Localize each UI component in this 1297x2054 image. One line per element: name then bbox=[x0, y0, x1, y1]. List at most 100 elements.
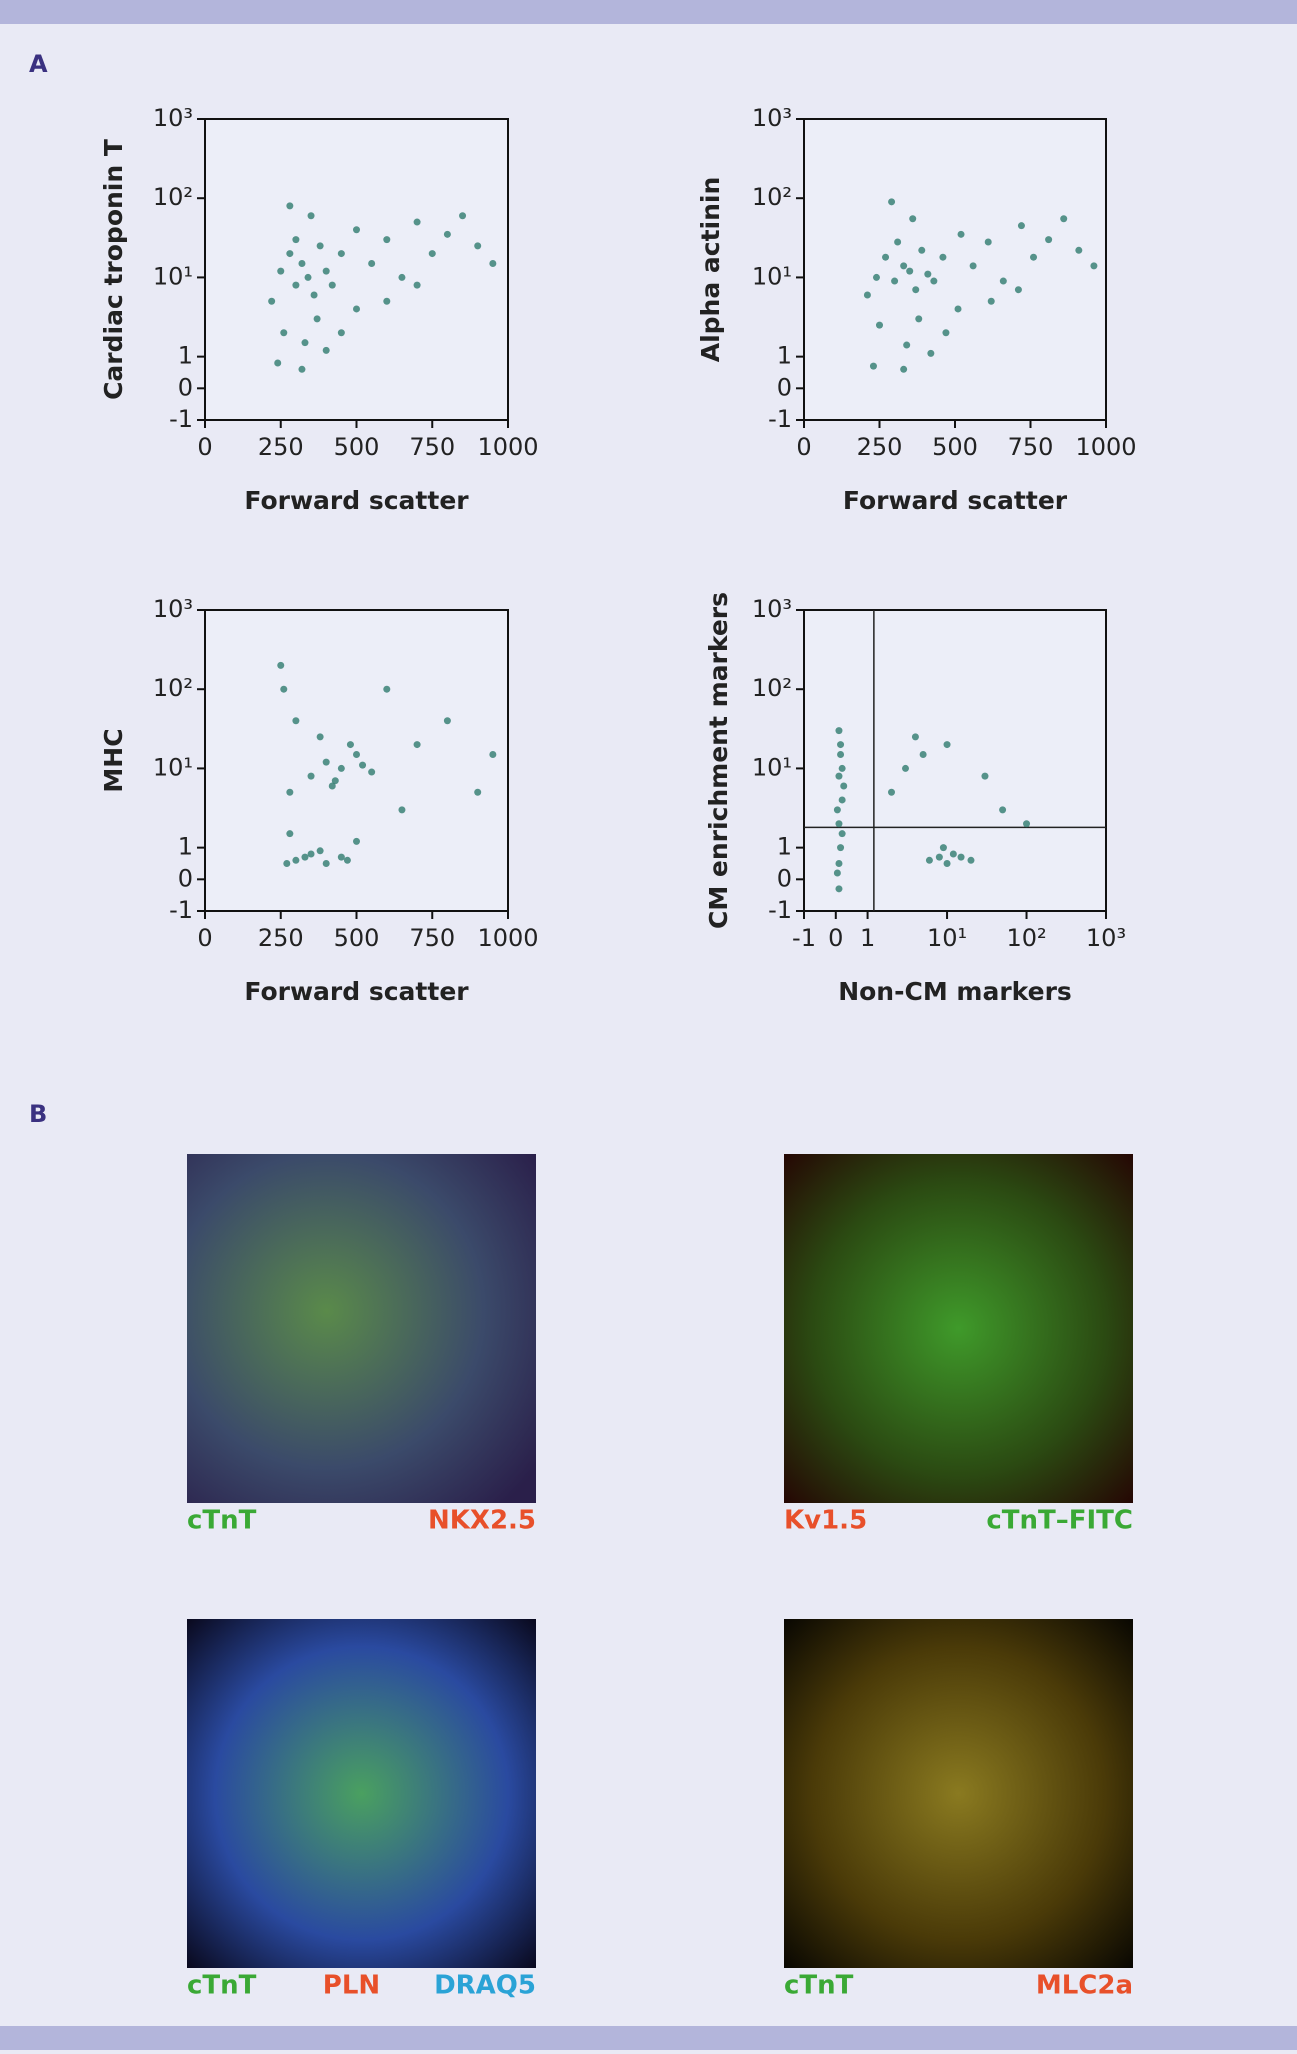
event-dot bbox=[957, 230, 965, 238]
plot-area bbox=[803, 609, 1107, 912]
event-dot bbox=[888, 788, 896, 796]
event-dot bbox=[911, 733, 919, 741]
event-dot bbox=[322, 267, 330, 275]
event-dot bbox=[949, 850, 957, 858]
event-dot bbox=[930, 277, 938, 285]
plot-area bbox=[204, 609, 509, 912]
event-dot bbox=[903, 341, 911, 349]
event-dot bbox=[474, 788, 482, 796]
event-dot bbox=[969, 262, 977, 270]
event-dot bbox=[274, 359, 282, 367]
x-tick-label: 1 bbox=[860, 924, 875, 952]
event-dot bbox=[413, 218, 421, 226]
event-dot bbox=[927, 349, 935, 357]
event-dot bbox=[1023, 820, 1031, 828]
event-dot bbox=[322, 346, 330, 354]
x-tick-label: 0 bbox=[796, 433, 811, 461]
event-dot bbox=[280, 685, 288, 693]
caption: NKX2.5 bbox=[428, 1506, 536, 1536]
event-dot bbox=[838, 764, 846, 772]
y-tick-label: 0 bbox=[777, 373, 792, 401]
event-dot bbox=[915, 315, 923, 323]
event-dot bbox=[1075, 246, 1083, 254]
event-dot bbox=[901, 764, 909, 772]
event-dot bbox=[368, 768, 376, 776]
event-dot bbox=[337, 853, 345, 861]
event-dot bbox=[346, 741, 354, 749]
micrograph bbox=[784, 1619, 1133, 1968]
x-tick-label: 250 bbox=[857, 433, 903, 461]
event-dot bbox=[1014, 286, 1022, 294]
caption: PLN bbox=[323, 1971, 380, 2001]
event-dot bbox=[353, 750, 360, 758]
event-dot bbox=[888, 198, 896, 206]
x-tick-label: 1000 bbox=[1075, 433, 1136, 461]
event-dot bbox=[310, 291, 318, 299]
event-dot bbox=[292, 856, 300, 864]
event-dot bbox=[322, 859, 330, 867]
event-dot bbox=[413, 741, 421, 749]
event-dot bbox=[343, 856, 351, 864]
x-tick-label: 500 bbox=[334, 924, 380, 952]
x-tick-label: 10³ bbox=[1086, 924, 1126, 952]
x-tick-label: 500 bbox=[932, 433, 978, 461]
event-dot bbox=[900, 365, 908, 373]
y-axis-title: CM enrichment markers bbox=[704, 592, 733, 929]
y-tick-label: 10³ bbox=[752, 104, 792, 132]
bottom-band bbox=[0, 2026, 1297, 2050]
y-axis-title: Alpha actinin bbox=[696, 177, 725, 363]
caption: cTnT bbox=[187, 1506, 257, 1536]
event-dot bbox=[307, 850, 315, 858]
event-dot bbox=[957, 853, 965, 861]
event-dot bbox=[999, 806, 1007, 814]
event-dot bbox=[359, 761, 367, 769]
event-dot bbox=[304, 273, 312, 281]
x-tick-label: 750 bbox=[409, 924, 455, 952]
event-dot bbox=[1060, 215, 1068, 223]
event-dot bbox=[981, 772, 989, 780]
event-dot bbox=[277, 661, 285, 669]
event-dot bbox=[280, 329, 288, 337]
event-dot bbox=[939, 253, 947, 261]
event-dot bbox=[353, 837, 360, 845]
caption: cTnT bbox=[187, 1971, 257, 2001]
event-dot bbox=[835, 859, 843, 867]
caption: cTnT bbox=[784, 1971, 854, 2001]
event-dot bbox=[298, 259, 306, 267]
caption: Kv1.5 bbox=[784, 1506, 867, 1536]
y-tick-label: 1 bbox=[777, 342, 792, 370]
event-dot bbox=[383, 236, 391, 244]
event-dot bbox=[307, 212, 315, 220]
event-dot bbox=[863, 291, 871, 299]
x-axis-title: Non-CM markers bbox=[838, 977, 1072, 1006]
event-dot bbox=[835, 727, 843, 735]
x-tick-label: -1 bbox=[792, 924, 816, 952]
event-dot bbox=[337, 250, 345, 258]
event-dot bbox=[328, 281, 336, 289]
event-dot bbox=[954, 305, 962, 313]
event-dot bbox=[313, 315, 321, 323]
event-dot bbox=[838, 796, 846, 804]
event-dot bbox=[984, 238, 992, 246]
y-tick-label: 10¹ bbox=[153, 753, 193, 781]
y-tick-label: -1 bbox=[169, 896, 193, 924]
y-tick-label: 10² bbox=[752, 183, 792, 211]
event-dot bbox=[925, 856, 933, 864]
caption: MLC2a bbox=[1036, 1971, 1133, 2001]
event-dot bbox=[443, 230, 451, 238]
y-tick-label: 1 bbox=[777, 833, 792, 861]
event-dot bbox=[283, 859, 291, 867]
y-tick-label: -1 bbox=[768, 896, 792, 924]
event-dot bbox=[268, 297, 276, 305]
event-dot bbox=[1017, 222, 1025, 230]
event-dot bbox=[286, 250, 294, 258]
event-dot bbox=[833, 869, 841, 877]
event-dot bbox=[459, 212, 467, 220]
event-dot bbox=[909, 215, 917, 223]
y-tick-label: 10³ bbox=[153, 595, 193, 623]
x-tick-label: 0 bbox=[197, 433, 212, 461]
event-dot bbox=[316, 242, 324, 250]
event-dot bbox=[383, 685, 391, 693]
event-dot bbox=[474, 242, 482, 250]
